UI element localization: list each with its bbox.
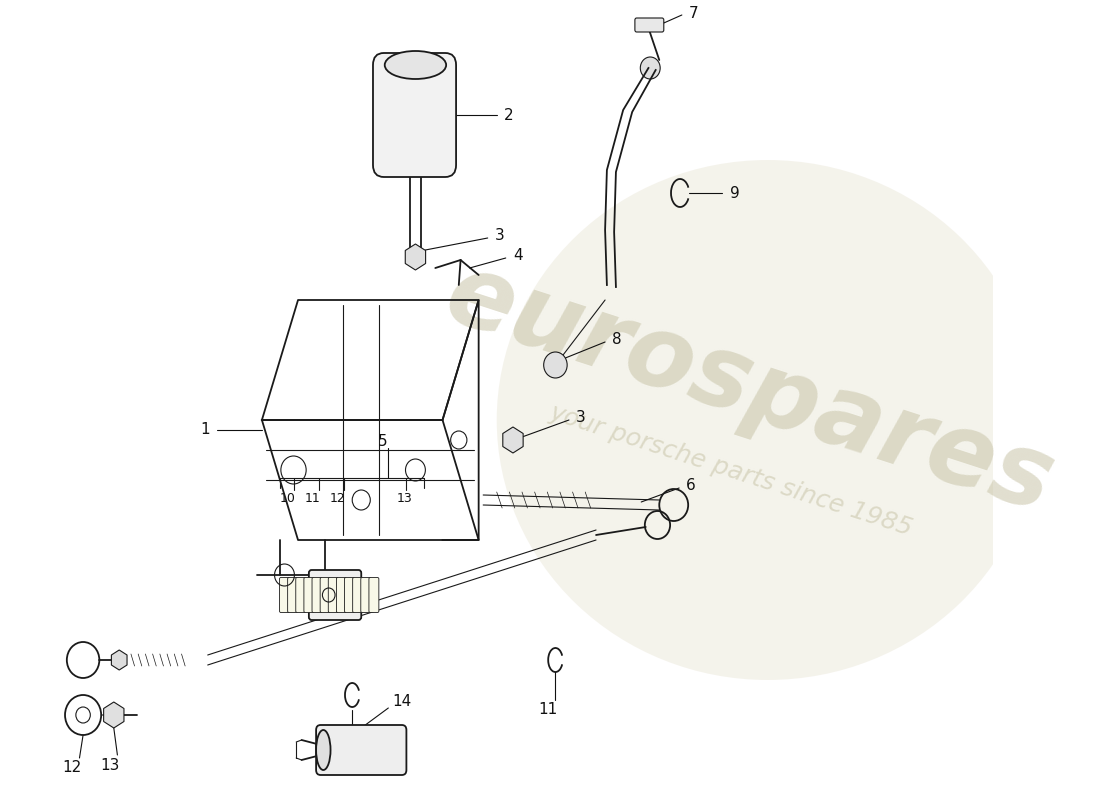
Text: 7: 7 (689, 6, 698, 22)
FancyBboxPatch shape (279, 578, 289, 613)
Text: 12: 12 (330, 491, 345, 505)
Ellipse shape (497, 160, 1038, 680)
FancyBboxPatch shape (320, 578, 330, 613)
Text: your porsche parts since 1985: your porsche parts since 1985 (547, 400, 916, 540)
FancyBboxPatch shape (296, 578, 306, 613)
Text: 13: 13 (397, 491, 412, 505)
Circle shape (640, 57, 660, 79)
Text: 1: 1 (200, 422, 209, 438)
Text: 13: 13 (100, 758, 120, 773)
Text: 10: 10 (279, 491, 295, 505)
Text: 9: 9 (729, 186, 739, 201)
Circle shape (543, 352, 568, 378)
Text: 11: 11 (539, 702, 558, 718)
Text: 11: 11 (305, 491, 320, 505)
FancyBboxPatch shape (635, 18, 663, 32)
Text: 12: 12 (63, 761, 81, 775)
Text: 5: 5 (378, 434, 387, 450)
FancyBboxPatch shape (353, 578, 363, 613)
Text: 10: 10 (336, 742, 354, 758)
FancyBboxPatch shape (316, 725, 406, 775)
FancyBboxPatch shape (361, 578, 371, 613)
Text: 3: 3 (495, 229, 505, 243)
Ellipse shape (385, 51, 447, 79)
Text: eurospares: eurospares (433, 246, 1066, 534)
Text: 2: 2 (504, 107, 514, 122)
Text: 8: 8 (613, 331, 621, 346)
Text: 4: 4 (513, 249, 522, 263)
FancyBboxPatch shape (312, 578, 322, 613)
Text: 3: 3 (576, 410, 586, 426)
Ellipse shape (316, 730, 330, 770)
FancyBboxPatch shape (304, 578, 313, 613)
FancyBboxPatch shape (368, 578, 378, 613)
Text: 6: 6 (686, 478, 696, 493)
FancyBboxPatch shape (373, 53, 456, 177)
FancyBboxPatch shape (337, 578, 346, 613)
FancyBboxPatch shape (328, 578, 338, 613)
FancyBboxPatch shape (344, 578, 354, 613)
FancyBboxPatch shape (287, 578, 298, 613)
Text: 14: 14 (392, 694, 411, 710)
FancyBboxPatch shape (309, 570, 361, 620)
